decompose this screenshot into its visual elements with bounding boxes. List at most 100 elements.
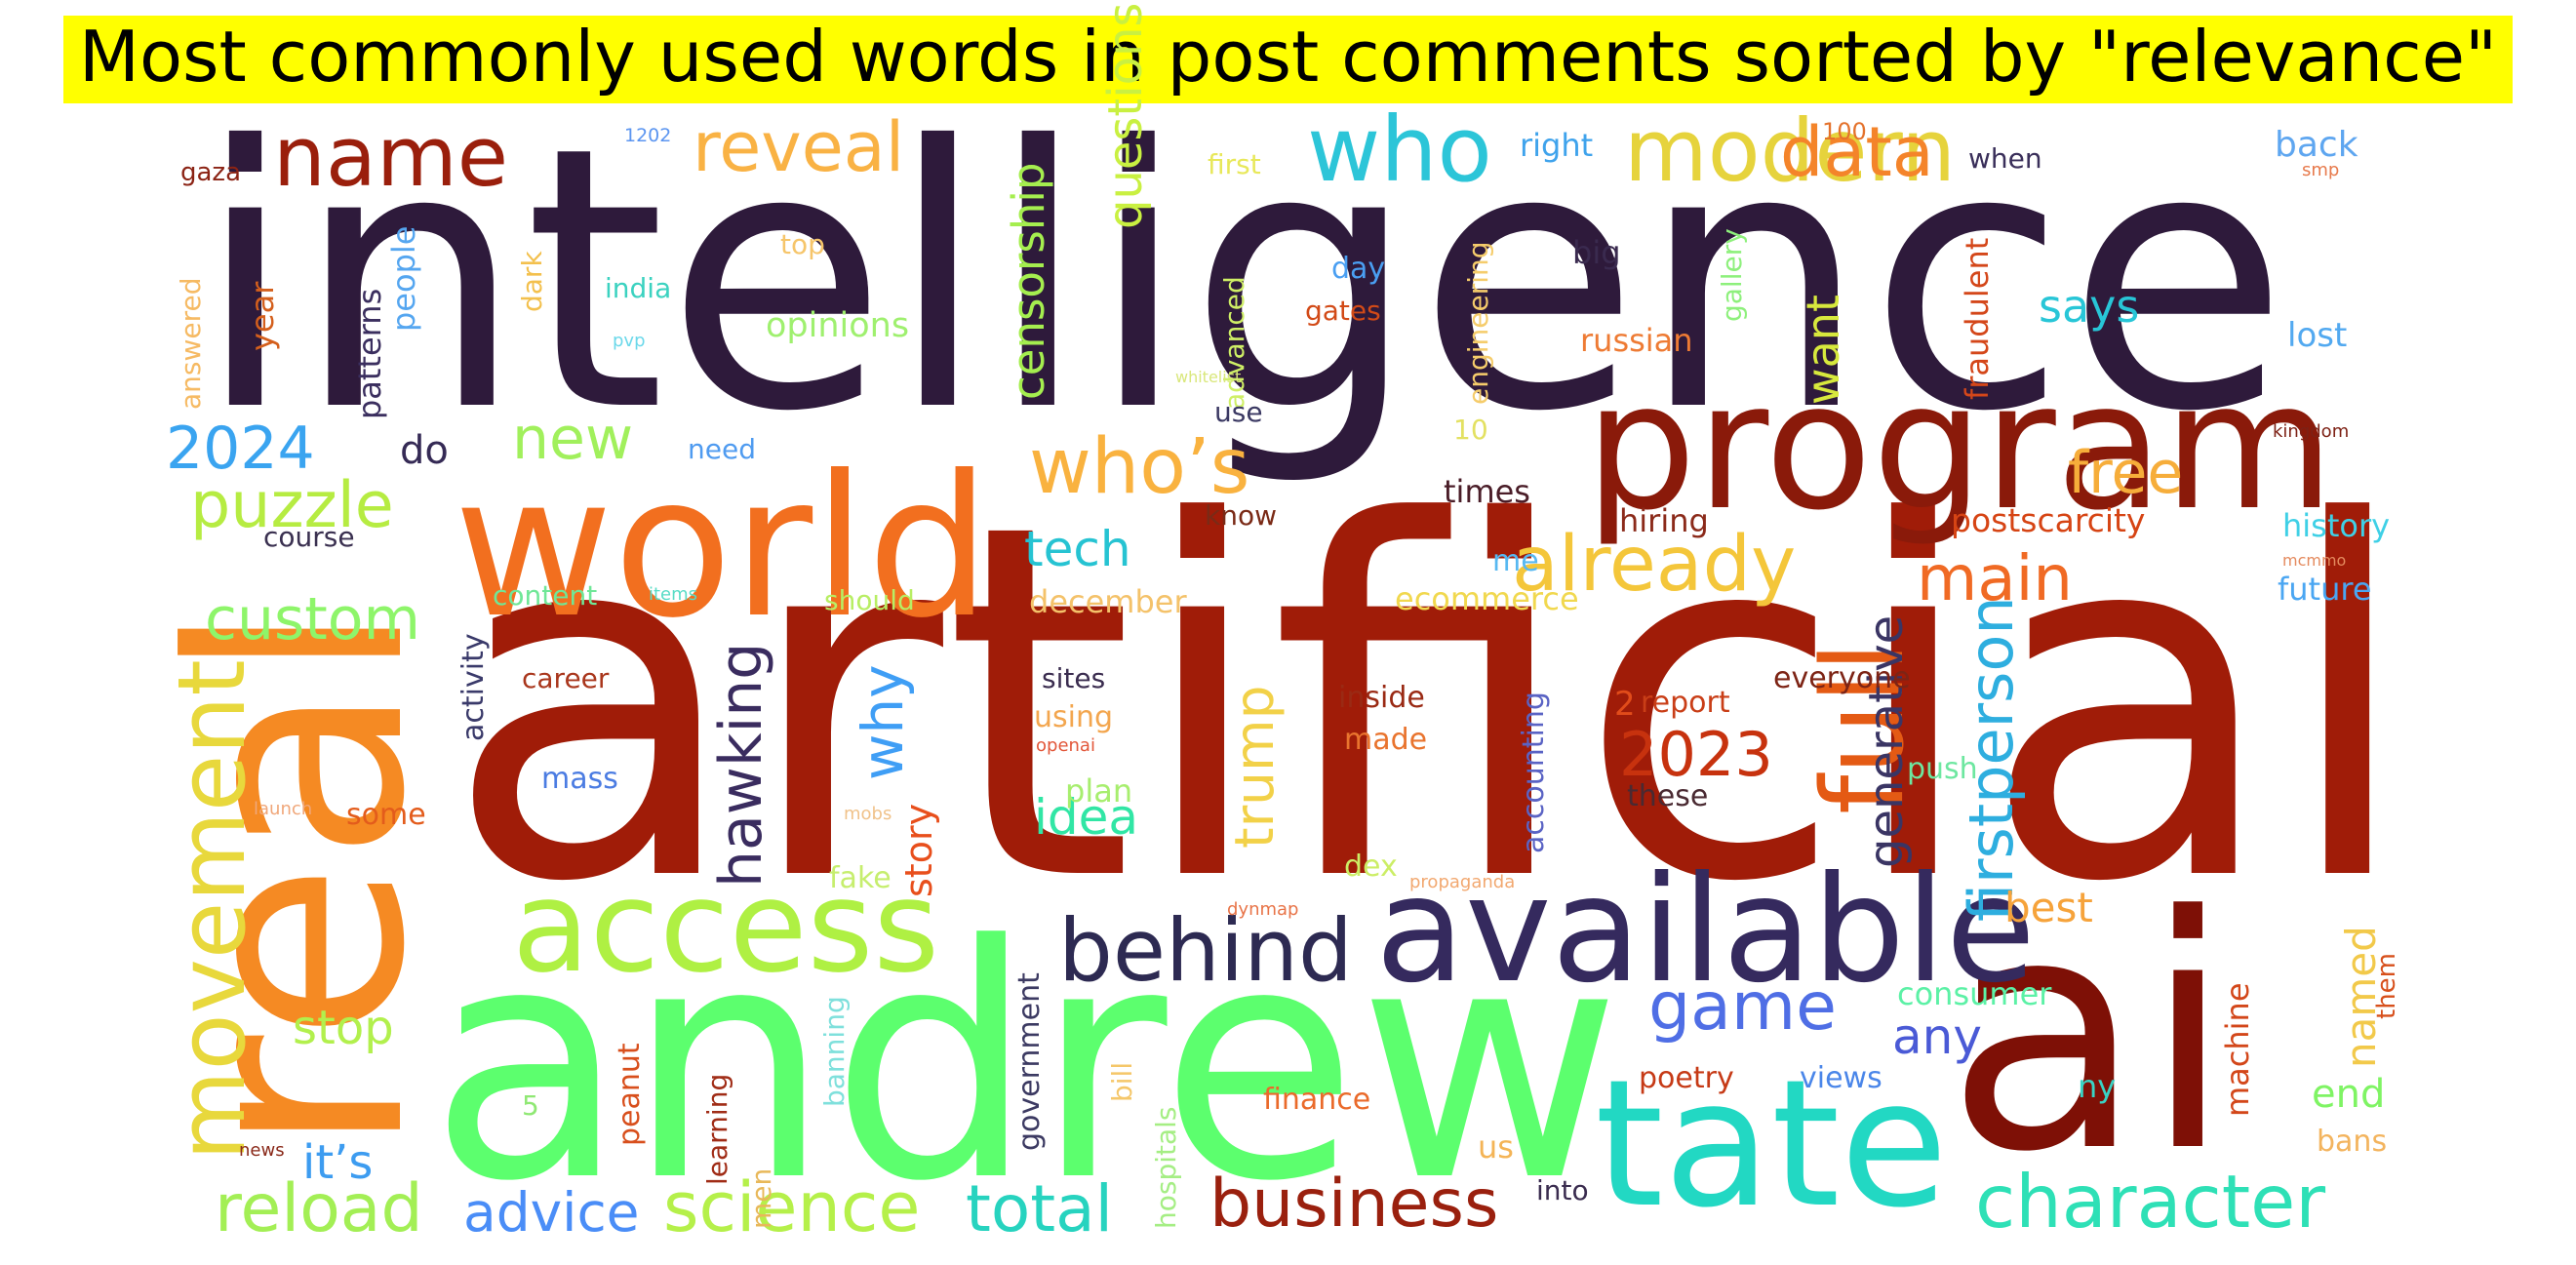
word-53: consumer [1897,975,2052,1012]
word-121: dynmap [1227,899,1298,920]
word-16: who [1307,98,1492,202]
word-22: character [1975,1159,2325,1245]
word-19: who’s [1029,423,1249,511]
word-87: whitelist [1175,368,1241,386]
word-72: pvp [613,331,646,351]
word-20: already [1512,521,1796,609]
word-21: business [1209,1166,1498,1243]
word-50: named [2337,926,2385,1068]
word-130: news [239,1140,285,1161]
word-75: right [1520,127,1593,164]
word-25: game [1648,969,1837,1046]
word-54: do [400,428,449,473]
word-102: sites [1042,662,1105,694]
word-8: available [1375,846,2036,1015]
word-41: questions [1098,3,1153,229]
word-32: total [966,1171,1113,1246]
word-95: course [263,521,355,553]
word-28: puzzle [190,469,394,542]
word-12: behind [1058,900,1353,1001]
word-115: launch [254,799,312,819]
word-13: modern [1624,100,1956,201]
word-62: fraudulent [1959,238,1996,400]
word-103: using [1034,700,1113,734]
word-136: machine [2219,982,2256,1117]
word-30: new [512,405,633,473]
word-138: ny [2078,1068,2116,1105]
word-48: want [1797,295,1849,405]
word-124: banning [818,996,851,1107]
word-67: answered [175,277,207,410]
word-118: fake [829,861,892,895]
word-117: mobs [844,804,892,824]
word-114: some [346,798,426,832]
word-7: program [1585,345,2334,549]
word-84: advanced [1218,276,1250,410]
word-40: censorship [1003,163,1054,400]
word-61: russian [1580,322,1693,359]
word-106: accounting [1517,692,1551,853]
word-76: 100 [1822,118,1867,145]
word-120: propaganda [1409,872,1515,892]
word-132: poetry [1639,1061,1734,1095]
word-89: 10 [1453,414,1488,446]
word-112: push [1907,752,1978,786]
word-47: says [2039,280,2139,333]
word-85: engineering [1462,241,1494,405]
word-79: smp [2302,160,2339,180]
word-51: story [897,804,940,897]
word-129: 5 [522,1089,539,1122]
word-108: report [1641,686,1730,720]
word-46: it’s [302,1135,373,1190]
word-139: bans [2317,1125,2387,1159]
word-122: government [1012,972,1047,1151]
word-26: main [1917,543,2073,615]
chart-title: Most commonly used words in post comment… [62,16,2514,103]
word-29: 2024 [166,415,315,483]
word-131: finance [1263,1083,1370,1117]
word-31: firstperson [1956,596,2027,922]
word-37: trump [1223,685,1286,849]
word-100: activity [456,633,491,741]
word-34: 2023 [1619,719,1773,790]
word-60: future [2278,571,2372,608]
word-110: mass [541,762,618,796]
word-63: opinions [766,306,909,345]
word-74: first [1208,148,1261,180]
word-10: access [512,852,939,1001]
word-133: views [1800,1061,1882,1095]
word-58: ecommerce [1395,580,1579,617]
word-116: plan [1065,772,1132,810]
word-78: back [2275,125,2358,165]
word-52: end [2312,1072,2385,1117]
word-101: career [522,662,610,694]
word-14: name [273,109,508,206]
word-91: need [688,433,756,465]
word-66: year [244,281,281,351]
word-135: into [1536,1174,1589,1206]
word-111: openai [1036,735,1095,756]
word-36: why [850,664,916,780]
word-90: kingdom [2273,421,2349,442]
word-44: any [1892,1008,1982,1065]
word-1: intelligence [195,71,2288,491]
word-137: them [2372,953,2401,1019]
word-17: reveal [693,107,904,187]
word-107: 2 [1614,685,1636,724]
word-86: gallery [1716,228,1748,322]
word-127: learning [701,1074,733,1185]
word-9: tate [1595,1043,1948,1246]
word-88: use [1214,396,1263,428]
word-38: tech [1024,521,1131,577]
word-71: india [605,272,671,304]
word-18: data [1780,112,1934,192]
word-39: advice [463,1181,640,1244]
word-43: idea [1034,789,1138,846]
word-126: hospitals [1150,1106,1182,1229]
word-6: world [454,434,991,661]
word-82: gates [1305,295,1381,327]
word-2: artificial [444,420,2415,988]
word-83: lost [2287,316,2347,355]
word-4: ai [1946,848,2233,1222]
word-55: postscarcity [1951,501,2145,539]
